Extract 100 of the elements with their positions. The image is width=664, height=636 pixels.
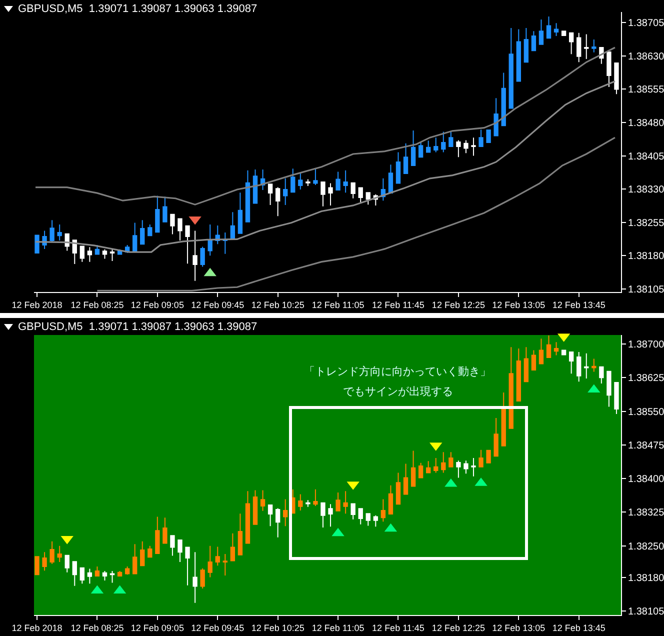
candlestick [418,142,424,158]
candlestick [568,32,574,55]
candlestick [486,130,491,143]
x-tick-label: 12 Feb 12:25 [432,622,485,633]
candlestick [358,187,363,204]
candlestick [162,517,168,544]
candlestick [478,449,484,468]
candlestick [252,490,258,525]
candlestick [561,30,566,36]
candlestick [80,246,85,262]
candlestick [516,348,521,402]
candlestick [606,370,612,408]
candlestick [531,30,536,52]
candlestick [508,346,514,429]
x-tick-label: 12 Feb 09:05 [130,622,184,633]
annotation: でもサインが出現する [343,385,453,398]
candlestick [448,131,454,147]
y-tick-label: 1.38400 [628,474,664,486]
x-tick-label: 12 Feb 08:25 [70,300,124,310]
candlestick [208,545,212,578]
candlestick [350,182,356,199]
candlestick [456,460,461,478]
candlestick [260,490,266,512]
candlestick [456,140,461,158]
candlestick [155,195,160,233]
candlestick [464,460,468,474]
candlestick [350,503,356,520]
x-tick-label: 12 Feb 09:45 [191,622,244,633]
candlestick [426,460,431,474]
candlestick [124,566,130,576]
candlestick [366,513,370,526]
candlestick [34,556,40,576]
candlestick [72,240,77,265]
candlestick [185,546,190,586]
candlestick [222,553,228,576]
candlestick [494,418,498,457]
candlestick [554,22,559,36]
y-tick-label: 1.38330 [628,184,664,196]
candlestick [148,545,152,558]
x-tick-label: 12 Feb 11:05 [312,300,364,310]
candlestick [140,220,145,245]
candlestick [298,173,303,190]
candlestick [576,32,582,63]
candlestick [140,540,145,566]
candlestick [328,182,333,206]
x-tick-label: 12 Feb 09:45 [191,300,244,310]
candlestick [192,552,198,604]
candlestick [170,214,175,235]
x-tick-label: 12 Feb 11:45 [372,622,424,633]
candlestick [396,152,401,184]
candlestick [313,488,318,506]
candlestick [298,494,303,511]
candlestick [275,508,280,538]
candlestick [546,16,552,39]
candlestick [554,342,559,356]
line-series [96,136,616,292]
candlestick [336,171,340,190]
y-tick-label: 1.38405 [628,151,664,162]
y-tick-label: 1.38705 [628,18,664,30]
x-tick-label: 12 Feb 10:25 [251,300,304,310]
x-tick-label: 12 Feb 11:05 [312,622,364,633]
candlestick [568,352,574,374]
candlestick [162,196,168,222]
x-tick-label: 12 Feb 10:25 [251,622,304,633]
y-tick-label: 1.38555 [628,84,664,96]
candlestick [200,568,205,590]
candlestick [208,224,212,256]
candlestick [155,516,160,554]
candlestick [268,184,273,206]
candlestick [441,131,446,153]
candlestick [388,164,394,194]
candlestick [268,504,273,527]
candlestick [57,224,62,242]
candlestick [441,452,446,474]
y-tick-label: 1.38550 [628,406,664,418]
x-tick-label: 12 Feb 13:45 [552,300,606,310]
candlestick [238,192,243,234]
x-tick-label: 12 Feb 2018 [12,300,62,310]
candlestick [222,232,228,254]
candlestick [313,168,318,186]
candlestick [343,170,348,194]
candlestick [508,27,514,109]
candlestick [215,546,220,566]
candlestick [546,335,552,358]
candlestick [192,230,198,282]
candlestick [524,346,529,382]
candlestick [320,181,326,207]
candlestick [380,498,386,522]
candlestick [538,19,544,45]
candlestick [94,566,100,576]
line-series [34,80,616,253]
candlestick [200,246,205,268]
candlestick [486,450,491,464]
candlestick [494,98,498,136]
candlestick [388,484,394,515]
candlestick [50,220,54,243]
candlestick [584,352,589,380]
annotation: 「トレンド方向に向かっていく動き」 [304,365,491,378]
candlestick [306,178,310,186]
candlestick [592,39,596,53]
